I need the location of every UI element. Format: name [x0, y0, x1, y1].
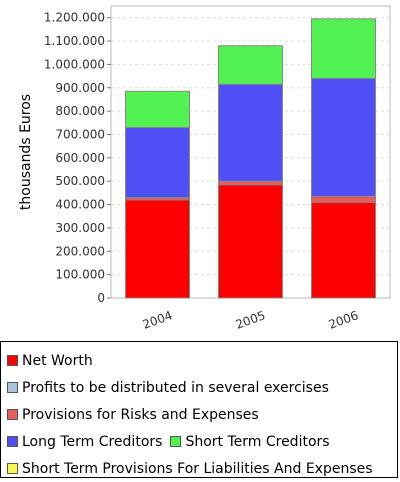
- bar-segment: [311, 201, 376, 299]
- y-tick-label: 400.000: [55, 198, 105, 212]
- stacked-bar-chart: 0 100.000 200.000 300.000 400.000 500.000 600.…: [18, 5, 391, 332]
- bar-segment: [311, 195, 376, 203]
- legend-swatch: [7, 463, 18, 474]
- bars: [125, 18, 376, 299]
- y-tick-label: 900.000: [55, 81, 105, 95]
- legend-item: Short Term Creditors: [170, 433, 330, 450]
- x-tick-label: 2004: [141, 308, 174, 332]
- y-tick-label: 600.000: [55, 151, 105, 165]
- bar-segment: [218, 184, 283, 299]
- y-axis-title: thousands Euros: [18, 94, 34, 210]
- legend-swatch: [7, 382, 18, 393]
- y-tick-label: 100.000: [55, 268, 105, 282]
- legend-row: Short Term Provisions For Liabilities An…: [1, 455, 397, 482]
- y-tick-label: 0: [97, 291, 105, 305]
- bar-segment: [218, 180, 283, 186]
- bar-segment: [218, 45, 283, 85]
- legend-swatch: [170, 436, 182, 447]
- y-tick-label: 500.000: [55, 174, 105, 188]
- bar-segment: [311, 77, 376, 197]
- x-tick-label: 2005: [234, 308, 267, 332]
- bar-segment: [311, 18, 376, 79]
- legend-item: Net Worth: [7, 353, 93, 369]
- legend: Net Worth Profits to be distributed in se…: [0, 341, 398, 478]
- legend-item: Long Term Creditors: [7, 434, 162, 450]
- y-tick-label: 1.200.000: [44, 11, 105, 25]
- y-tick-label: 300.000: [55, 221, 105, 235]
- legend-label: Profits to be distributed in several exe…: [22, 379, 329, 396]
- legend-label: Net Worth: [22, 352, 93, 369]
- bar-segment: [218, 83, 283, 182]
- legend-row: Net Worth: [1, 347, 397, 374]
- x-axis: 2004 2005 2006: [141, 308, 360, 332]
- bar-segment: [125, 199, 190, 299]
- legend-item: Profits to be distributed in several exe…: [7, 380, 329, 396]
- bar-segment: [125, 126, 190, 199]
- legend-item: Provisions for Risks and Expenses: [7, 407, 259, 423]
- legend-row: Long Term Creditors Short Term Creditors: [1, 428, 397, 455]
- legend-swatch: [7, 355, 18, 366]
- y-tick-label: 1.000.000: [44, 57, 105, 71]
- legend-swatch: [7, 409, 18, 420]
- legend-swatch: [7, 436, 18, 447]
- legend-label: Long Term Creditors: [22, 433, 163, 450]
- legend-row: Profits to be distributed in several exe…: [1, 374, 397, 401]
- y-tick-label: 1.100.000: [44, 34, 105, 48]
- legend-row: Provisions for Risks and Expenses: [1, 401, 397, 428]
- legend-label: Provisions for Risks and Expenses: [22, 406, 259, 423]
- bar-segment: [125, 90, 190, 128]
- y-axis: 0 100.000 200.000 300.000 400.000 500.000 600.…: [44, 11, 111, 305]
- legend-label: Short Term Provisions For Liabilities An…: [22, 460, 373, 477]
- y-tick-label: 200.000: [55, 244, 105, 258]
- y-tick-label: 700.000: [55, 127, 105, 141]
- x-tick-label: 2006: [327, 308, 360, 332]
- legend-label: Short Term Creditors: [185, 433, 330, 450]
- y-tick-label: 800.000: [55, 104, 105, 118]
- legend-item: Short Term Provisions For Liabilities An…: [7, 461, 373, 477]
